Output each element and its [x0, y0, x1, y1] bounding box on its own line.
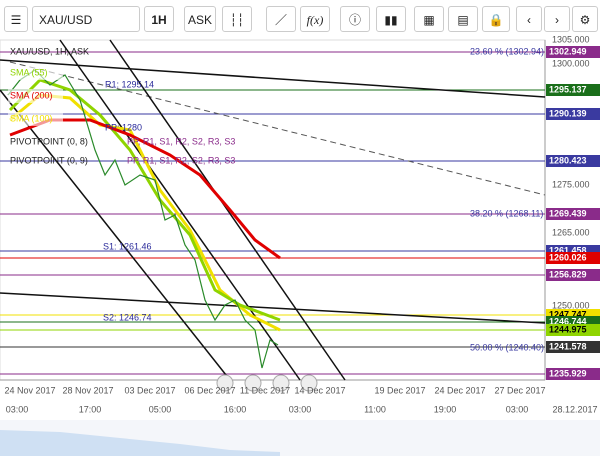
sma-200 — [9, 118, 281, 260]
level-label: 1261.458 — [549, 245, 587, 255]
price-tick-label: 1265.000 — [552, 227, 590, 237]
time-label: 03:00 — [289, 404, 312, 414]
line-label: S2: 1246.74 — [103, 312, 152, 322]
indicator-label: SMA (200) — [10, 90, 53, 100]
nav-reset[interactable] — [272, 374, 290, 392]
line-label: S1: 1261.46 — [103, 241, 152, 251]
pivot-levels: PP, R1, S1, R2, S2, R3, S3 — [127, 136, 235, 146]
time-label: 05:00 — [149, 404, 172, 414]
level-label: 1295.137 — [549, 84, 587, 94]
trend-line — [0, 59, 546, 98]
side-button[interactable]: ASK — [184, 6, 216, 32]
lock-button[interactable]: 🔒 — [482, 6, 510, 32]
level-label: 1241.578 — [549, 341, 587, 351]
level-label: 1256.829 — [549, 269, 587, 279]
indicator-bg — [8, 89, 63, 103]
menu-button[interactable]: ☰ — [4, 6, 28, 32]
symbol-box[interactable]: XAU/USD — [32, 6, 140, 32]
price-line — [7, 69, 279, 369]
channel-line — [59, 39, 301, 381]
level-tag — [546, 341, 600, 353]
nav-back[interactable] — [244, 374, 262, 392]
price-tick-label: 1250.000 — [552, 300, 590, 310]
price-tick-label: 1305.000 — [552, 34, 590, 44]
level-label: 1235.929 — [549, 368, 587, 378]
sma-55 — [8, 78, 281, 322]
date-label: 11 Dec 2017 — [240, 385, 290, 395]
nav-zoom-in[interactable] — [300, 374, 318, 392]
channel-line — [109, 39, 346, 381]
info-button[interactable]: ⓘ — [340, 6, 370, 32]
level-tag — [546, 269, 600, 281]
interval-button[interactable]: 1H — [144, 6, 174, 32]
settings-button[interactable]: ⚙ — [572, 6, 598, 32]
date-label: 27 Dec 2017 — [494, 385, 545, 395]
prev-button[interactable]: ‹ — [516, 6, 542, 32]
chart-type-button[interactable]: ┆┆ — [222, 6, 252, 32]
nav-zoom-out[interactable] — [216, 374, 234, 392]
date-label: 24 Nov 2017 — [4, 385, 55, 395]
level-tag — [546, 368, 600, 380]
date-label: 19 Dec 2017 — [374, 385, 425, 395]
time-label: 03:00 — [6, 404, 29, 414]
date-label: 14 Dec 2017 — [294, 385, 345, 395]
level-label: 1280.423 — [549, 155, 587, 165]
pivot-levels: PP, R1, S1, R2, S2, R3, S3 — [127, 155, 235, 165]
price-tick-label: 1275.000 — [552, 179, 590, 189]
level-label: 1302.949 — [549, 46, 587, 56]
calc-button[interactable]: ▤ — [448, 6, 478, 32]
time-label: 03:00 — [506, 404, 529, 414]
trend-line — [9, 61, 546, 196]
indicator-label: SMA (55) — [10, 67, 48, 77]
line-label: PP: 1280 — [105, 122, 142, 132]
time-label: 16:00 — [224, 404, 247, 414]
pivot-label: PIVOTPOINT (0, 9) — [10, 155, 88, 165]
level-label: 1246.744 — [549, 316, 587, 326]
time-label: 19:00 — [434, 404, 457, 414]
indicator-bg — [8, 112, 63, 126]
level-tag — [546, 84, 600, 96]
indicator-bg — [8, 66, 63, 80]
calendar-button[interactable]: ▦ — [414, 6, 444, 32]
indicator-label: SMA (100) — [10, 113, 53, 123]
line-label: 38.20 % (1268.11) — [470, 208, 543, 218]
draw-button[interactable]: ／ — [266, 6, 296, 32]
line-label: 50.00 % (1240.40) — [470, 342, 544, 352]
level-tag — [546, 252, 600, 264]
chart-header: XAU/USD, 1H, ASK — [10, 46, 89, 56]
level-tag — [546, 324, 600, 336]
level-tag — [546, 208, 600, 220]
trend-line — [0, 292, 546, 324]
line-label: 23.60 % (1302.94) — [470, 46, 544, 56]
time-label: 17:00 — [79, 404, 102, 414]
fx-button[interactable]: f(x) — [300, 6, 330, 32]
time-label: 28.12.2017 — [552, 404, 597, 414]
pivot-label: PIVOTPOINT (0, 8) — [10, 136, 88, 146]
price-tick-label: 1300.000 — [552, 58, 590, 68]
date-label: 06 Dec 2017 — [184, 385, 235, 395]
level-label: 1260.026 — [549, 252, 587, 262]
level-tag — [546, 108, 600, 120]
date-label: 28 Nov 2017 — [62, 385, 113, 395]
navigator-area — [0, 430, 280, 456]
level-label: 1290.139 — [549, 108, 587, 118]
nav-buttons — [216, 374, 318, 392]
level-tag — [546, 46, 600, 58]
plot-area — [0, 39, 546, 381]
level-label: 1269.439 — [549, 208, 587, 218]
channel-line — [0, 89, 231, 381]
level-tag — [546, 155, 600, 167]
time-label: 11:00 — [364, 404, 386, 414]
next-button[interactable]: › — [544, 6, 570, 32]
volume-button[interactable]: ▮▮ — [376, 6, 406, 32]
level-label: 1247.747 — [549, 309, 587, 319]
line-label: R1: 1295.14 — [105, 79, 154, 89]
date-label: 24 Dec 2017 — [434, 385, 485, 395]
date-label: 03 Dec 2017 — [124, 385, 175, 395]
level-label: 1244.975 — [549, 324, 587, 334]
